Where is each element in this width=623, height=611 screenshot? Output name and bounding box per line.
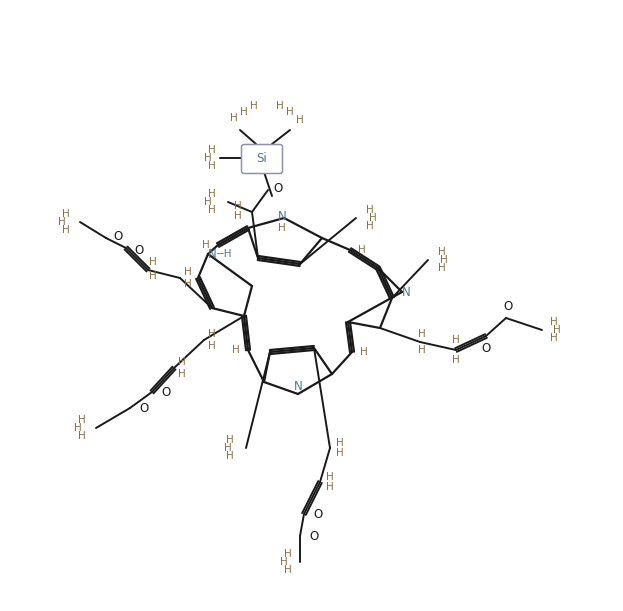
- Text: H: H: [208, 145, 216, 155]
- Text: H: H: [284, 565, 292, 575]
- Text: H: H: [78, 431, 86, 441]
- Text: H: H: [208, 189, 216, 199]
- Text: H: H: [202, 240, 210, 250]
- Text: H: H: [230, 113, 238, 123]
- Text: H: H: [336, 438, 344, 448]
- Text: O: O: [310, 530, 318, 543]
- Text: O: O: [482, 342, 491, 354]
- Text: O: O: [140, 401, 149, 414]
- Text: H: H: [550, 317, 558, 327]
- Text: N: N: [402, 285, 411, 299]
- Text: H: H: [208, 161, 216, 171]
- Text: H: H: [149, 257, 157, 267]
- Text: H: H: [184, 279, 192, 289]
- Text: N: N: [278, 211, 287, 224]
- Text: H: H: [366, 221, 374, 231]
- Text: H: H: [280, 557, 288, 567]
- Text: H: H: [553, 325, 561, 335]
- Text: H: H: [149, 271, 157, 281]
- Text: H: H: [326, 482, 334, 492]
- Text: O: O: [503, 299, 513, 312]
- Text: H: H: [276, 101, 284, 111]
- Text: H: H: [250, 101, 258, 111]
- Text: H: H: [418, 345, 426, 355]
- Text: H: H: [208, 341, 216, 351]
- FancyBboxPatch shape: [242, 144, 282, 174]
- Text: O: O: [161, 386, 171, 398]
- Text: H: H: [366, 205, 374, 215]
- Text: O: O: [313, 508, 323, 521]
- Text: Si: Si: [257, 152, 267, 164]
- Text: H: H: [326, 472, 334, 482]
- Text: H: H: [358, 245, 366, 255]
- Text: H: H: [369, 213, 377, 223]
- Text: H: H: [226, 451, 234, 461]
- Text: H: H: [62, 225, 70, 235]
- Text: H: H: [234, 201, 242, 211]
- Text: H: H: [452, 335, 460, 345]
- Text: H: H: [78, 415, 86, 425]
- Text: H: H: [278, 223, 286, 233]
- Text: H: H: [232, 345, 240, 355]
- Text: H: H: [360, 347, 368, 357]
- Text: H: H: [58, 217, 66, 227]
- Text: H: H: [440, 255, 448, 265]
- Text: O: O: [135, 244, 144, 257]
- Text: H: H: [204, 197, 212, 207]
- Text: H: H: [178, 357, 186, 367]
- Text: H: H: [226, 435, 234, 445]
- Text: H: H: [550, 333, 558, 343]
- Text: H: H: [452, 355, 460, 365]
- Text: H: H: [178, 369, 186, 379]
- Text: N: N: [293, 381, 302, 393]
- Text: H: H: [74, 423, 82, 433]
- Text: H: H: [286, 107, 294, 117]
- Text: N: N: [207, 247, 216, 260]
- Text: H: H: [438, 263, 446, 273]
- Text: H: H: [418, 329, 426, 339]
- Text: H: H: [208, 329, 216, 339]
- Text: H: H: [438, 247, 446, 257]
- Text: H: H: [296, 115, 304, 125]
- Text: H: H: [184, 267, 192, 277]
- Text: O: O: [113, 230, 123, 243]
- Text: H: H: [240, 107, 248, 117]
- Text: H: H: [336, 448, 344, 458]
- Text: H: H: [224, 443, 232, 453]
- Text: H: H: [208, 205, 216, 215]
- Text: O: O: [273, 181, 283, 194]
- Text: H: H: [62, 209, 70, 219]
- Text: H: H: [204, 153, 212, 163]
- Text: H: H: [284, 549, 292, 559]
- Text: H: H: [234, 211, 242, 221]
- Text: −H: −H: [216, 249, 232, 259]
